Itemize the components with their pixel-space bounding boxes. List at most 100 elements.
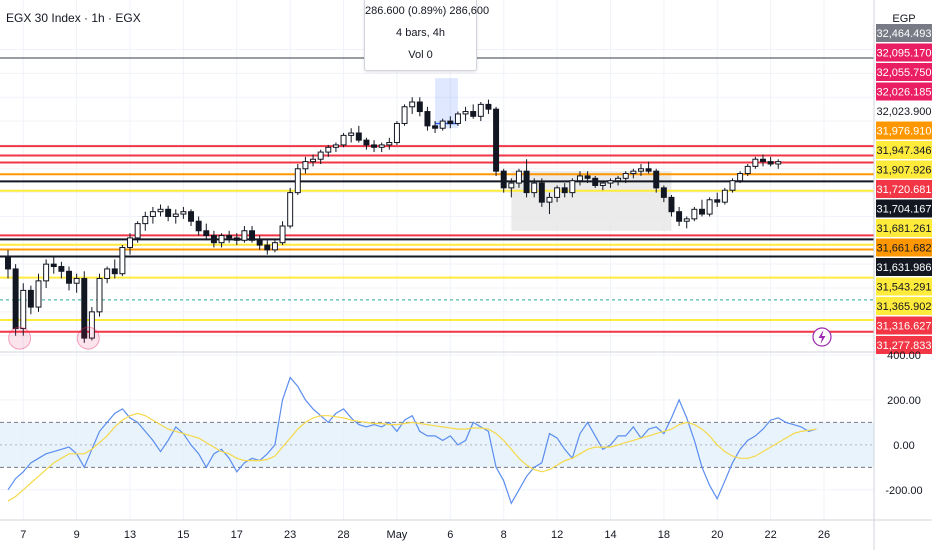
candle-up[interactable] — [149, 211, 156, 217]
candle-up[interactable] — [706, 199, 713, 215]
candle-up[interactable] — [386, 142, 393, 146]
candle-down[interactable] — [523, 170, 530, 194]
candle-up[interactable] — [340, 134, 347, 146]
candle-up[interactable] — [73, 277, 80, 284]
candle-down[interactable] — [81, 277, 88, 339]
candle-down[interactable] — [233, 237, 240, 241]
candle-up[interactable] — [310, 158, 317, 163]
candle-down[interactable] — [5, 256, 11, 270]
candle-up[interactable] — [325, 146, 332, 153]
candle-up[interactable] — [348, 132, 355, 136]
candle-up[interactable] — [96, 277, 103, 313]
candle-up[interactable] — [477, 103, 484, 117]
symbol-legend[interactable]: EGX 30 Index · 1h · EGX — [6, 11, 141, 25]
candle-up[interactable] — [508, 182, 515, 189]
candle-down[interactable] — [767, 161, 774, 165]
candle-up[interactable] — [172, 213, 179, 217]
candle-up[interactable] — [515, 170, 522, 184]
candle-down[interactable] — [584, 175, 591, 179]
candle-up[interactable] — [294, 168, 301, 194]
candle-up[interactable] — [393, 122, 400, 144]
candle-down[interactable] — [58, 266, 65, 272]
candle-up[interactable] — [279, 225, 286, 244]
candle-up[interactable] — [615, 177, 622, 182]
candle-down[interactable] — [653, 170, 660, 189]
candle-up[interactable] — [462, 111, 469, 115]
candle-up[interactable] — [546, 196, 553, 203]
candle-down[interactable] — [660, 187, 667, 198]
price-candles[interactable] — [5, 97, 782, 343]
candle-down[interactable] — [645, 168, 652, 172]
candle-down[interactable] — [226, 235, 233, 239]
lightning-icon[interactable] — [812, 327, 832, 347]
candle-up[interactable] — [157, 208, 164, 213]
candle-down[interactable] — [256, 239, 263, 246]
candle-down[interactable] — [760, 158, 766, 163]
candle-down[interactable] — [714, 199, 721, 203]
candle-up[interactable] — [775, 161, 782, 165]
candle-up[interactable] — [302, 161, 309, 170]
candle-up[interactable] — [241, 230, 248, 241]
candle-down[interactable] — [66, 270, 72, 284]
candle-up[interactable] — [35, 280, 42, 308]
candle-up[interactable] — [119, 246, 126, 275]
candle-down[interactable] — [500, 170, 507, 189]
candle-up[interactable] — [721, 189, 728, 203]
candle-down[interactable] — [561, 187, 568, 194]
candle-up[interactable] — [599, 182, 606, 186]
candle-up[interactable] — [401, 106, 408, 124]
candle-down[interactable] — [592, 177, 599, 186]
candle-down[interactable] — [363, 139, 370, 146]
candle-down[interactable] — [676, 211, 683, 222]
candle-up[interactable] — [271, 242, 278, 251]
candle-down[interactable] — [493, 108, 500, 172]
candle-up[interactable] — [134, 223, 141, 239]
candle-up[interactable] — [317, 151, 324, 160]
range-box[interactable] — [511, 171, 672, 231]
candle-down[interactable] — [485, 103, 492, 110]
candle-up[interactable] — [737, 173, 744, 182]
candle-down[interactable] — [668, 196, 675, 213]
candle-up[interactable] — [531, 182, 538, 194]
candle-down[interactable] — [538, 182, 545, 203]
candle-down[interactable] — [416, 101, 423, 113]
candle-up[interactable] — [607, 180, 614, 184]
candle-down[interactable] — [432, 125, 439, 129]
candle-up[interactable] — [439, 120, 446, 129]
candle-down[interactable] — [249, 230, 256, 241]
candle-up[interactable] — [409, 101, 416, 108]
candle-down[interactable] — [355, 132, 362, 141]
candle-down[interactable] — [371, 144, 378, 148]
candle-up[interactable] — [454, 113, 461, 124]
candle-down[interactable] — [50, 263, 57, 268]
candle-down[interactable] — [165, 208, 172, 217]
candle-up[interactable] — [729, 180, 736, 191]
candle-down[interactable] — [188, 211, 195, 222]
candle-up[interactable] — [622, 173, 629, 179]
candle-up[interactable] — [180, 211, 187, 215]
candle-up[interactable] — [576, 175, 583, 182]
candle-down[interactable] — [111, 268, 118, 275]
candle-up[interactable] — [691, 208, 698, 220]
candle-down[interactable] — [470, 111, 477, 117]
candle-up[interactable] — [43, 263, 50, 282]
candle-up[interactable] — [683, 218, 690, 222]
candle-down[interactable] — [195, 220, 202, 232]
candle-down[interactable] — [264, 244, 271, 251]
candle-up[interactable] — [554, 187, 561, 198]
candle-up[interactable] — [88, 311, 95, 339]
candle-up[interactable] — [332, 144, 339, 148]
candle-down[interactable] — [424, 111, 431, 127]
currency-label[interactable]: EGP — [892, 13, 916, 25]
candle-up[interactable] — [752, 158, 759, 167]
candle-down[interactable] — [447, 120, 454, 124]
candle-down[interactable] — [12, 268, 19, 330]
candle-down[interactable] — [699, 208, 705, 215]
candle-up[interactable] — [20, 289, 27, 330]
candle-down[interactable] — [203, 230, 210, 237]
candle-up[interactable] — [287, 192, 294, 227]
candle-up[interactable] — [104, 268, 111, 279]
candle-down[interactable] — [210, 235, 217, 244]
candle-up[interactable] — [637, 168, 644, 172]
